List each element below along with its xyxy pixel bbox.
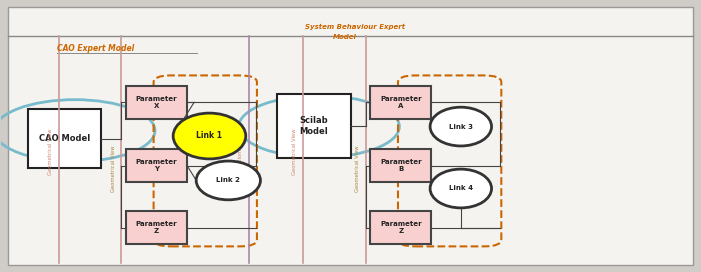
Text: CAO Expert Model: CAO Expert Model [57,44,135,52]
FancyBboxPatch shape [370,149,432,182]
Text: Parameter
Z: Parameter Z [380,221,421,234]
Text: Functional View: Functional View [238,131,243,173]
Text: Parameter
B: Parameter B [380,159,421,172]
Text: System Behaviour Expert: System Behaviour Expert [305,24,405,30]
FancyBboxPatch shape [8,7,693,265]
Text: Geometrical View: Geometrical View [48,129,53,175]
FancyBboxPatch shape [277,94,350,157]
Text: Parameter
Z: Parameter Z [135,221,177,234]
Text: Link 4: Link 4 [449,186,473,191]
Text: CAO Model: CAO Model [39,134,90,143]
Text: Geometrical View: Geometrical View [355,145,360,191]
Ellipse shape [196,161,261,200]
FancyBboxPatch shape [370,86,432,119]
FancyBboxPatch shape [28,109,101,168]
Text: Parameter
Y: Parameter Y [135,159,177,172]
Ellipse shape [173,113,246,159]
Text: Model: Model [333,35,357,41]
Text: Link 1: Link 1 [196,131,222,141]
FancyBboxPatch shape [125,211,187,244]
Text: Link 2: Link 2 [217,177,240,183]
FancyBboxPatch shape [125,149,187,182]
Text: Scilab
Model: Scilab Model [299,116,328,136]
Text: Parameter
A: Parameter A [380,96,421,109]
FancyBboxPatch shape [370,211,432,244]
Text: Parameter
X: Parameter X [135,96,177,109]
Ellipse shape [430,169,491,208]
FancyBboxPatch shape [125,86,187,119]
Ellipse shape [430,107,491,146]
Text: Geometrical View: Geometrical View [292,129,297,175]
Text: Link 3: Link 3 [449,123,472,129]
Text: Geometrical View: Geometrical View [111,145,116,191]
